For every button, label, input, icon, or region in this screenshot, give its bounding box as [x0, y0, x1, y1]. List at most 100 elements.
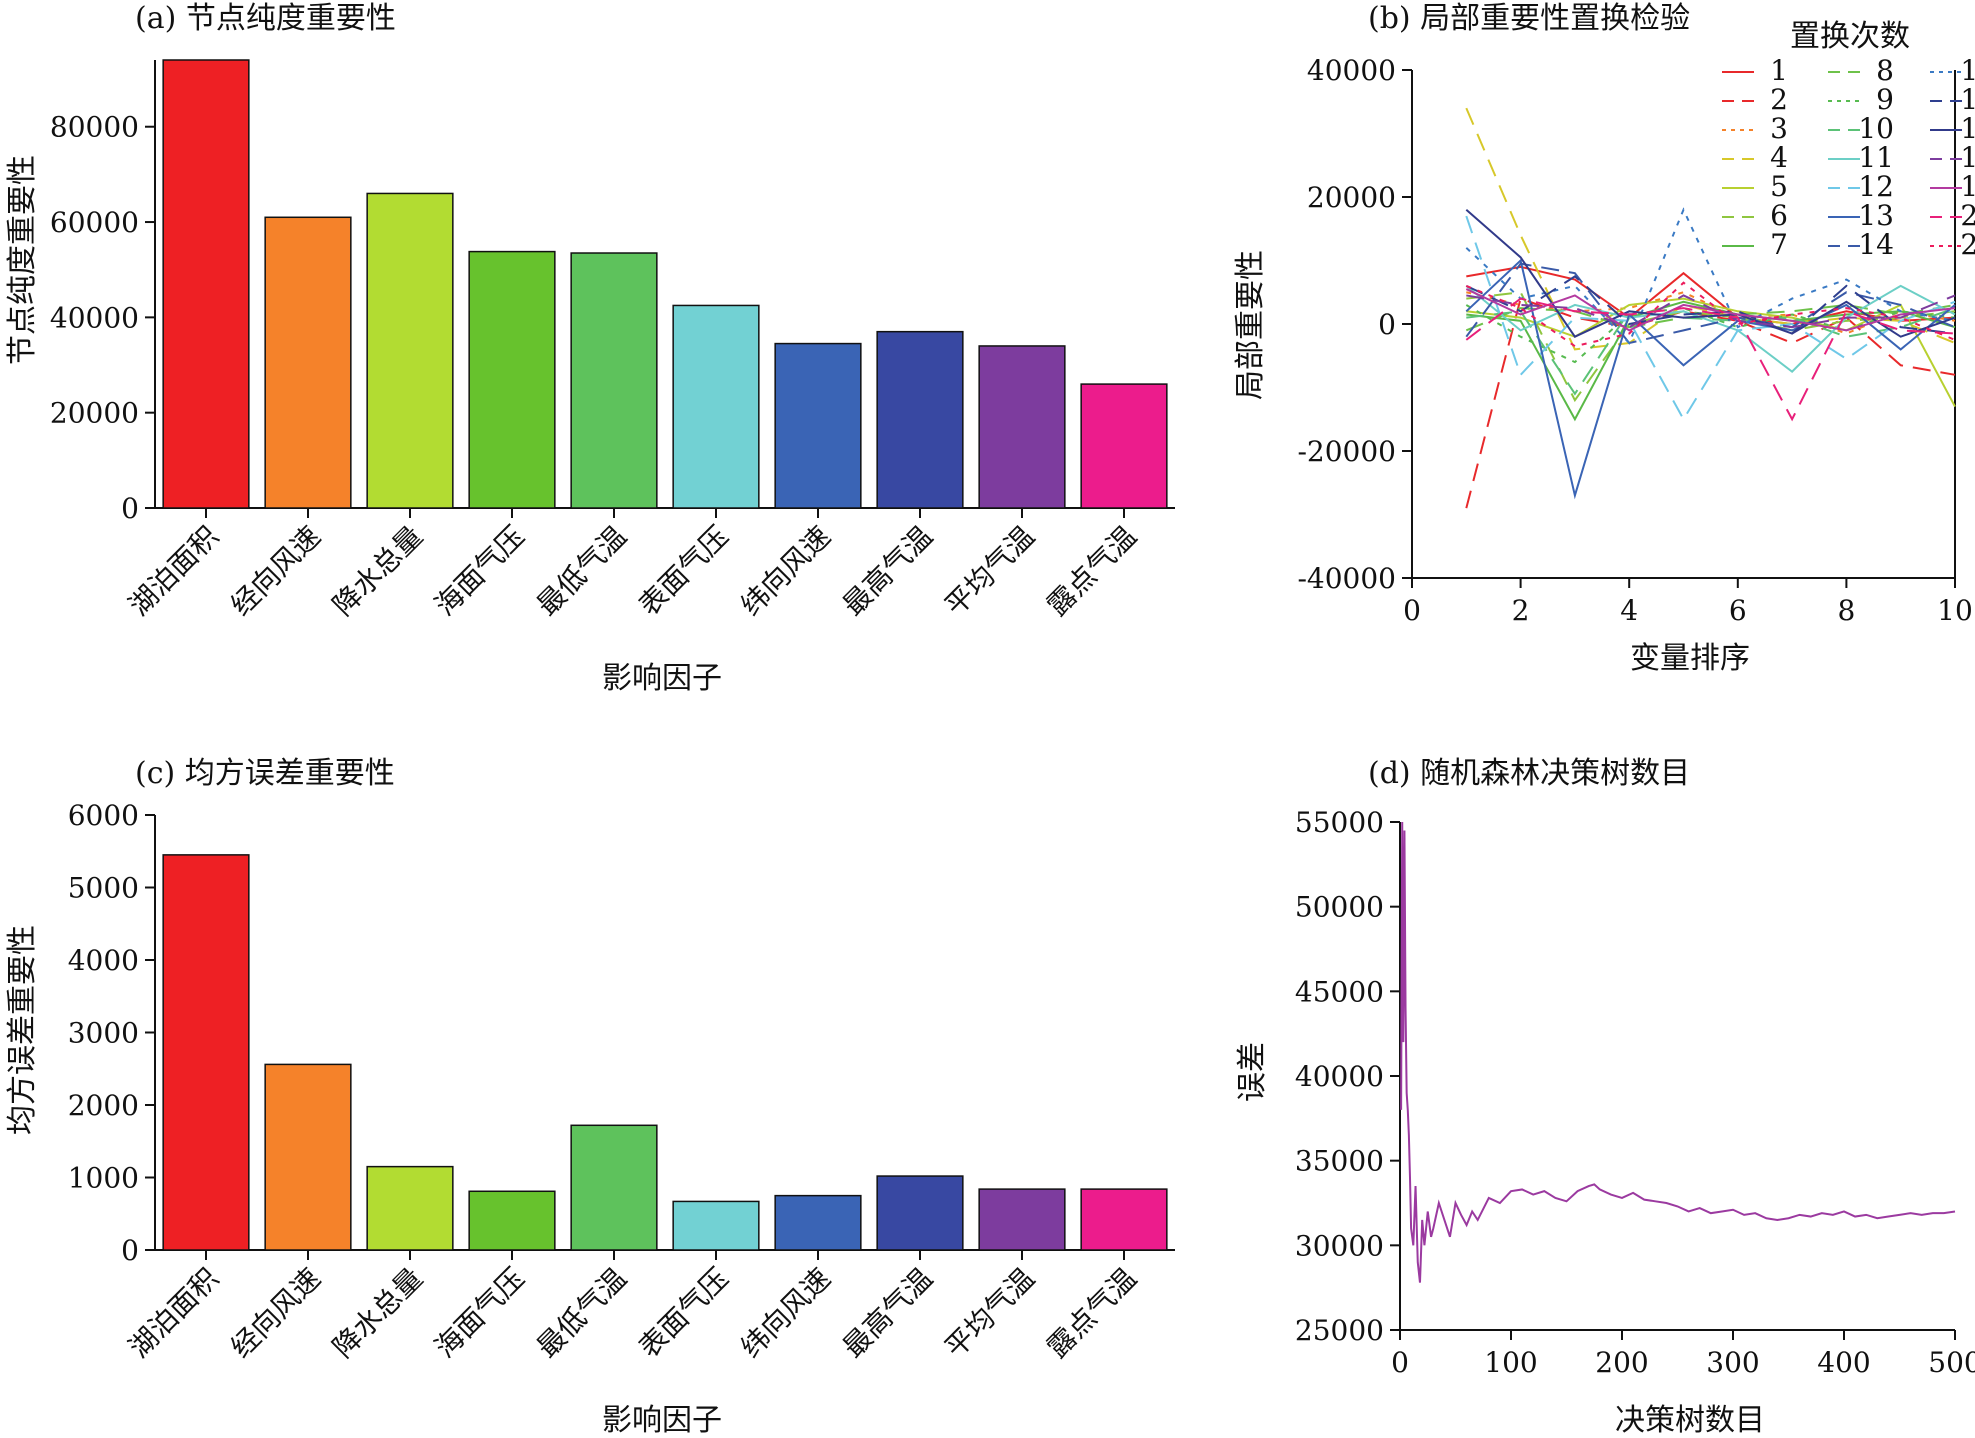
panel-d-x-tick-label: 500	[1928, 1346, 1975, 1379]
panel-b-legend-label: 15	[1960, 54, 1975, 87]
panel-c-category-label: 露点气温	[1040, 1262, 1143, 1365]
panel-d-tree-count-chart: (d) 随机森林决策树数目 误差 决策树数目 25000 30000 35000 40…	[1235, 756, 1975, 1438]
panel-b-legend-label: 5	[1770, 170, 1788, 203]
panel-b-series-line	[1465, 284, 1956, 373]
panel-c-plot-area: 0 1000 2000 3000 4000 5000 6000 湖泊面积 经向风速 降水总量 海面气…	[68, 799, 1175, 1364]
panel-a-category-label: 降水总量	[326, 520, 429, 623]
panel-a-bar	[264, 216, 352, 509]
panel-a-bar	[1080, 383, 1168, 509]
panel-b-series-line	[1465, 304, 1956, 364]
panel-d-x-tick-label: 400	[1817, 1346, 1870, 1379]
panel-a-bar	[570, 252, 658, 509]
panel-c-bar	[570, 1124, 658, 1251]
panel-b-legend-label: 16	[1960, 83, 1975, 116]
panel-a-bar	[978, 345, 1066, 509]
panel-b-title: (b) 局部重要性置换检验	[1368, 1, 1690, 36]
panel-d-y-tick-label: 40000	[1295, 1060, 1384, 1093]
panel-b-series-line	[1466, 294, 1956, 329]
panel-a-category-label: 纬向风速	[734, 520, 837, 623]
panel-b-legend-label: 2	[1770, 83, 1788, 116]
panel-c-bar	[468, 1190, 556, 1251]
panel-b-legend-label: 20	[1960, 199, 1975, 232]
panel-d-x-tick-label: 0	[1391, 1346, 1409, 1379]
panel-b-x-tick-label: 6	[1729, 594, 1747, 627]
panel-d-y-tick-label: 50000	[1295, 891, 1384, 924]
panel-b-y-tick-label: -40000	[1297, 562, 1396, 595]
panel-c-y-tick-label: 3000	[68, 1017, 139, 1050]
panel-c-bar	[162, 854, 250, 1251]
panel-b-x-tick-label: 0	[1403, 594, 1421, 627]
panel-b-series-line	[1465, 258, 1956, 500]
panel-b-series-line	[1465, 281, 1956, 348]
panel-c-bar	[774, 1194, 862, 1251]
panel-c-y-tick-label: 4000	[68, 944, 139, 977]
panel-b-x-tick-label: 10	[1937, 594, 1973, 627]
panel-a-bar	[672, 304, 760, 509]
panel-c-category-label: 海面气压	[428, 1262, 531, 1365]
panel-b-y-tick-label: 0	[1378, 308, 1396, 341]
panel-a-bar	[366, 192, 454, 509]
panel-c-bar	[1080, 1188, 1168, 1251]
panel-d-title: (d) 随机森林决策树数目	[1368, 756, 1690, 791]
panel-d-ylabel: 误差	[1235, 1042, 1270, 1102]
panel-c-bar	[672, 1200, 760, 1251]
panel-b-legend-label: 9	[1876, 83, 1894, 116]
panel-d-y-tick-label: 35000	[1295, 1145, 1384, 1178]
panel-a-y-tick-label: 20000	[50, 397, 139, 430]
panel-b-y-tick-label: -20000	[1297, 435, 1396, 468]
panel-b-y-tick-label: 20000	[1307, 181, 1396, 214]
panel-c-bar	[264, 1063, 352, 1251]
panel-d-y-tick-label: 45000	[1295, 975, 1384, 1008]
panel-b-legend-label: 8	[1876, 54, 1894, 87]
panel-a-ylabel: 节点纯度重要性	[5, 155, 40, 365]
panel-b-series-line	[1465, 297, 1956, 509]
panel-a-category-label: 湖泊面积	[122, 520, 225, 623]
panel-b-series-line	[1465, 208, 1956, 338]
panel-a-category-label: 最低气温	[530, 520, 633, 623]
panel-c-category-label: 表面气压	[632, 1262, 735, 1365]
panel-b-legend-label: 3	[1770, 112, 1788, 145]
panel-b-ylabel: 局部重要性	[1233, 250, 1268, 400]
panel-b-legend-label: 11	[1858, 141, 1894, 174]
panel-a-y-tick-label: 40000	[50, 301, 139, 334]
panel-b-legend: 123456789101112131415161718192021	[1722, 54, 1975, 261]
panel-a-bar	[468, 250, 556, 509]
panel-c-bar	[978, 1188, 1066, 1251]
panel-a-bar	[162, 59, 250, 509]
panel-a-y-tick-label: 60000	[50, 206, 139, 239]
panel-a-title: (a) 节点纯度重要性	[135, 1, 396, 36]
panel-c-category-label: 最低气温	[530, 1262, 633, 1365]
panel-c-category-label: 平均气温	[938, 1262, 1041, 1365]
panel-b-x-tick-label: 2	[1512, 594, 1530, 627]
panel-a-y-tick-label: 80000	[50, 111, 139, 144]
panel-b-legend-label: 10	[1858, 112, 1894, 145]
panel-c-category-label: 最高气温	[836, 1262, 939, 1365]
panel-b-y-tick-label: 40000	[1307, 54, 1396, 87]
panel-c-xlabel: 影响因子	[602, 1403, 722, 1438]
panel-b-legend-label: 17	[1960, 112, 1975, 145]
panel-b-legend-label: 6	[1770, 199, 1788, 232]
panel-d-xlabel: 决策树数目	[1615, 1403, 1765, 1438]
panel-c-mse-importance-chart: (c) 均方误差重要性 均方误差重要性 影响因子 0 1000 2000 3000 40…	[5, 756, 1175, 1438]
panel-b-x-tick-label: 4	[1620, 594, 1638, 627]
panel-c-category-label: 纬向风速	[734, 1262, 837, 1365]
panel-d-x-tick-label: 200	[1595, 1346, 1648, 1379]
panel-a-category-label: 最高气温	[836, 520, 939, 623]
panel-a-category-label: 平均气温	[938, 520, 1041, 623]
panel-b-series-line	[1465, 215, 1956, 422]
panel-c-y-tick-label: 1000	[68, 1162, 139, 1195]
panel-c-bar	[876, 1175, 964, 1251]
panel-d-error-line	[1400, 821, 1956, 1283]
panel-d-plot-area: 25000 30000 35000 40000 45000 50000 55000 0 100 2…	[1295, 806, 1975, 1379]
panel-b-legend-label: 12	[1858, 170, 1894, 203]
panel-a-xlabel: 影响因子	[602, 661, 722, 696]
panel-a-category-label: 海面气压	[428, 520, 531, 623]
panel-b-series-line	[1465, 303, 1956, 332]
panel-b-series-line	[1465, 297, 1956, 422]
panel-d-y-tick-label: 55000	[1295, 806, 1384, 839]
panel-b-x-tick-label: 8	[1837, 594, 1855, 627]
panel-b-legend-label: 1	[1770, 54, 1788, 87]
panel-b-series-line	[1465, 262, 1956, 345]
panel-d-y-tick-label: 25000	[1295, 1314, 1384, 1347]
